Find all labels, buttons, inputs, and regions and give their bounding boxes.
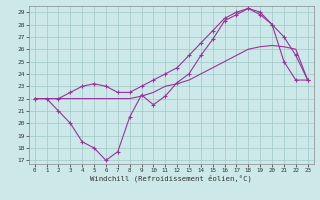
X-axis label: Windchill (Refroidissement éolien,°C): Windchill (Refroidissement éolien,°C) [90, 175, 252, 182]
